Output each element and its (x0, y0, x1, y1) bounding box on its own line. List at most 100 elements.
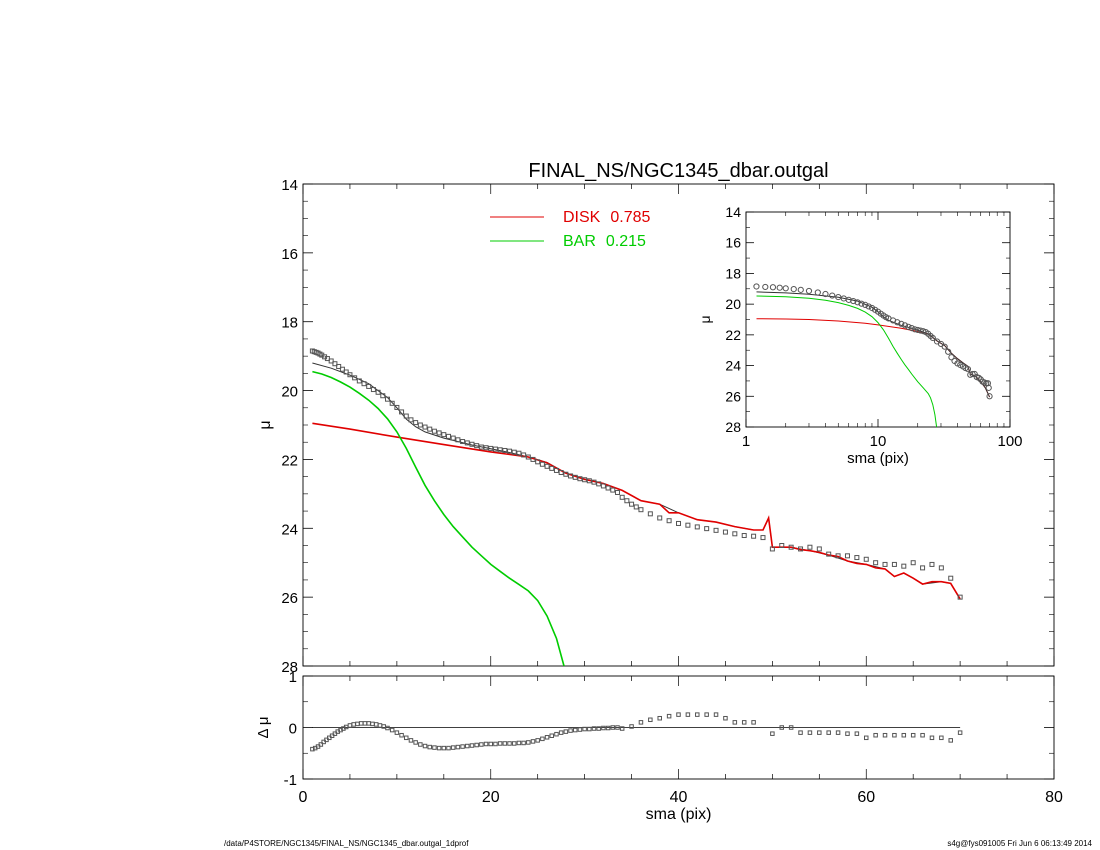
inset-data-point (776, 284, 783, 291)
residual-point (436, 745, 442, 751)
inset-data-point (911, 326, 918, 333)
data-point (446, 433, 452, 439)
footer-left: /data/P4STORE/NGC1345/FINAL_NS/NGC1345_d… (224, 839, 469, 848)
data-point (760, 535, 766, 541)
inset-data-point (865, 303, 872, 310)
data-point (779, 543, 785, 548)
residual-point (577, 727, 583, 732)
y-tick-label: 22 (281, 452, 298, 469)
residual-point (441, 745, 447, 751)
data-point (910, 560, 916, 566)
inset-y-tick-label: 18 (725, 265, 741, 281)
residual-point (474, 742, 479, 748)
inset-y-tick-label: 26 (725, 388, 741, 404)
inset-data-point (948, 354, 955, 361)
data-point (582, 477, 588, 483)
residual-point (920, 732, 925, 738)
data-point (788, 544, 794, 550)
inset-data-point (914, 326, 921, 334)
data-point (474, 443, 480, 449)
data-point (417, 422, 423, 428)
inset-y-tick-label: 20 (725, 296, 741, 312)
data-point (938, 565, 944, 571)
data-point (352, 375, 358, 381)
data-point (577, 476, 583, 482)
y-tick-label: 26 (281, 590, 298, 607)
inset-data-point (797, 286, 804, 293)
inset-data-point (894, 319, 901, 326)
x-tick-label: 60 (857, 789, 875, 806)
inset-bar-line (756, 295, 938, 427)
data-point (633, 504, 639, 510)
data-point (901, 563, 907, 569)
residual-point (362, 721, 368, 726)
y-axis-label: μ (257, 420, 274, 429)
residual-point-group (310, 712, 963, 752)
data-point (873, 560, 879, 566)
data-point (713, 527, 719, 533)
residual-point (488, 741, 493, 747)
data-point (343, 369, 349, 375)
residual-point (948, 738, 953, 743)
residual-point (957, 730, 963, 735)
residual-point (432, 745, 437, 750)
data-point (929, 561, 935, 567)
data-point (957, 594, 963, 600)
data-point (521, 452, 527, 458)
residual-point (413, 740, 418, 745)
x-tick-label: 80 (1045, 789, 1063, 806)
residual-point (666, 713, 672, 719)
data-point (948, 575, 954, 581)
residual-point (685, 712, 691, 717)
residual-point (554, 731, 559, 737)
bar-component-line (312, 370, 565, 666)
residual-point (929, 735, 935, 741)
x-axis-label: sma (pix) (646, 806, 712, 823)
residual-point (657, 715, 662, 721)
data-point (366, 383, 372, 389)
footer-right: s4g@fys091005 Fri Jun 6 06:13:49 2014 (947, 839, 1092, 848)
residual-point (779, 725, 785, 730)
residual-point (479, 742, 484, 747)
data-point (844, 553, 850, 559)
data-point (389, 400, 395, 406)
residual-point (507, 741, 512, 746)
residual-point (394, 730, 400, 735)
residual-y-axis-label: Δ μ (255, 716, 272, 738)
residual-point (460, 744, 465, 749)
data-point (441, 432, 447, 438)
residual-point (404, 735, 409, 741)
residual-point (826, 730, 831, 735)
data-point (511, 449, 517, 455)
data-point (356, 378, 362, 384)
residual-point (695, 712, 700, 717)
data-point (920, 565, 926, 571)
data-point (427, 426, 433, 432)
data-point (483, 445, 489, 451)
data-point (497, 447, 503, 453)
residual-point (587, 726, 592, 732)
data-point (339, 366, 345, 372)
residual-point (601, 725, 606, 731)
data-point (610, 487, 616, 493)
residual-point (310, 746, 315, 752)
main-title: FINAL_NS/NGC1345_dbar.outgal (528, 160, 828, 182)
residual-point (422, 743, 428, 749)
residual-point (366, 721, 371, 726)
residual-point (596, 726, 601, 731)
inset-x-axis-label: sma (pix) (847, 450, 909, 467)
data-point (591, 479, 597, 485)
data-point (431, 428, 437, 434)
residual-point (469, 743, 475, 748)
inset-data-point (854, 299, 861, 306)
data-point (460, 439, 466, 445)
data-point (399, 409, 405, 415)
data-point (370, 387, 376, 393)
inset-x-tick-label: 1 (742, 433, 750, 450)
legend-label-disk: DISK 0.785 (563, 209, 650, 226)
residual-point (377, 723, 383, 728)
data-point (816, 546, 822, 552)
data-point (436, 430, 442, 436)
inset-data-point (941, 343, 948, 350)
